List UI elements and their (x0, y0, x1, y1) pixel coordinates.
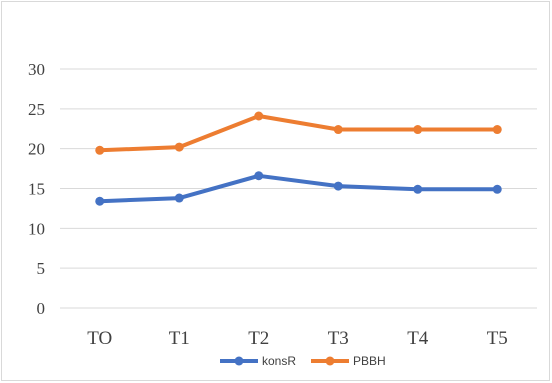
x-tick-label-T3: T3 (328, 328, 349, 349)
legend-item-pbbh: PBBH (311, 354, 386, 368)
series-line-konsr (97, 173, 500, 204)
data-point-konsr-T1 (174, 193, 184, 203)
x-tick-label-T5: T5 (487, 328, 508, 349)
legend-label-pbbh: PBBH (353, 354, 386, 368)
y-tick-label-25: 25 (28, 100, 45, 119)
legend: konsR PBBH (220, 354, 386, 368)
data-point-pbbh-T3 (333, 125, 343, 135)
data-point-pbbh-T4 (413, 125, 423, 135)
x-tick-label-TO: TO (87, 328, 112, 349)
series-lines (95, 111, 502, 206)
y-tick-label-15: 15 (28, 180, 45, 199)
x-tick-label-T1: T1 (169, 328, 190, 349)
x-tick-label-T2: T2 (248, 328, 269, 349)
y-tick-label-20: 20 (28, 140, 45, 159)
series-pbbh (95, 111, 502, 155)
data-point-konsr-T3 (333, 181, 343, 191)
y-tick-label-30: 30 (28, 60, 45, 79)
legend-label-konsr: konsR (262, 354, 296, 368)
data-point-pbbh-TO (95, 145, 105, 155)
data-point-konsr-T2 (254, 171, 264, 181)
data-point-pbbh-T2 (254, 111, 264, 121)
x-axis-ticks: TO T1 T2 T3 T4 T5 (87, 328, 508, 349)
legend-marker-pbbh (325, 356, 335, 366)
legend-marker-konsr (234, 356, 244, 366)
data-point-konsr-T4 (413, 184, 423, 194)
y-tick-label-0: 0 (37, 299, 46, 318)
series-konsr (95, 171, 502, 206)
y-tick-label-10: 10 (28, 219, 45, 238)
legend-item-konsr: konsR (220, 354, 296, 368)
x-tick-label-T4: T4 (407, 328, 429, 349)
series-line-pbbh (97, 114, 500, 153)
y-tick-label-5: 5 (37, 259, 46, 278)
y-axis-ticks: 0 5 10 15 20 25 30 (28, 60, 45, 318)
data-point-konsr-TO (95, 196, 105, 206)
data-point-pbbh-T5 (492, 125, 502, 135)
data-point-pbbh-T1 (174, 142, 184, 152)
data-point-konsr-T5 (492, 184, 502, 194)
